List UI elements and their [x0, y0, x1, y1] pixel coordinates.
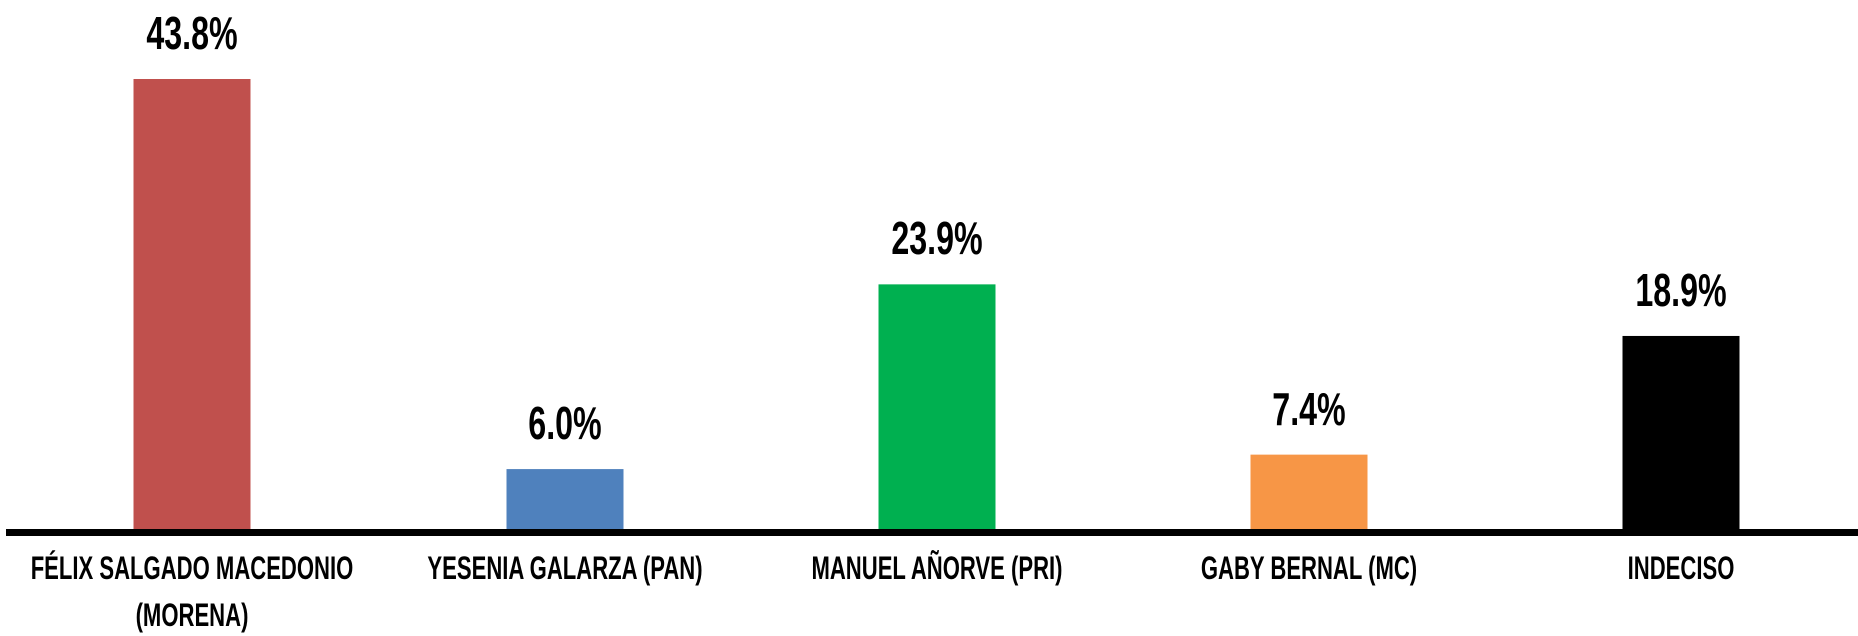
bar [133, 79, 251, 531]
bar [1622, 335, 1740, 531]
bar [1250, 454, 1368, 531]
axis-line [6, 529, 1858, 536]
value-label: 18.9% [1635, 263, 1727, 316]
x-tick-label: MANUEL AÑORVE (PRI) [811, 550, 1063, 586]
x-tick-label: YESENIA GALARZA (PAN) [427, 550, 703, 586]
value-label: 43.8% [146, 7, 238, 59]
bar [506, 469, 624, 531]
value-label: 6.0% [528, 397, 602, 450]
x-tick-label: GABY BERNAL (MC) [1200, 550, 1418, 586]
value-label: 7.4% [1272, 382, 1346, 435]
x-tick-label: INDECISO [1627, 550, 1735, 586]
value-label: 23.9% [891, 212, 983, 265]
x-tick-label: FÉLIX SALGADO MACEDONIO (MORENA) [30, 550, 354, 633]
bar [878, 284, 996, 531]
